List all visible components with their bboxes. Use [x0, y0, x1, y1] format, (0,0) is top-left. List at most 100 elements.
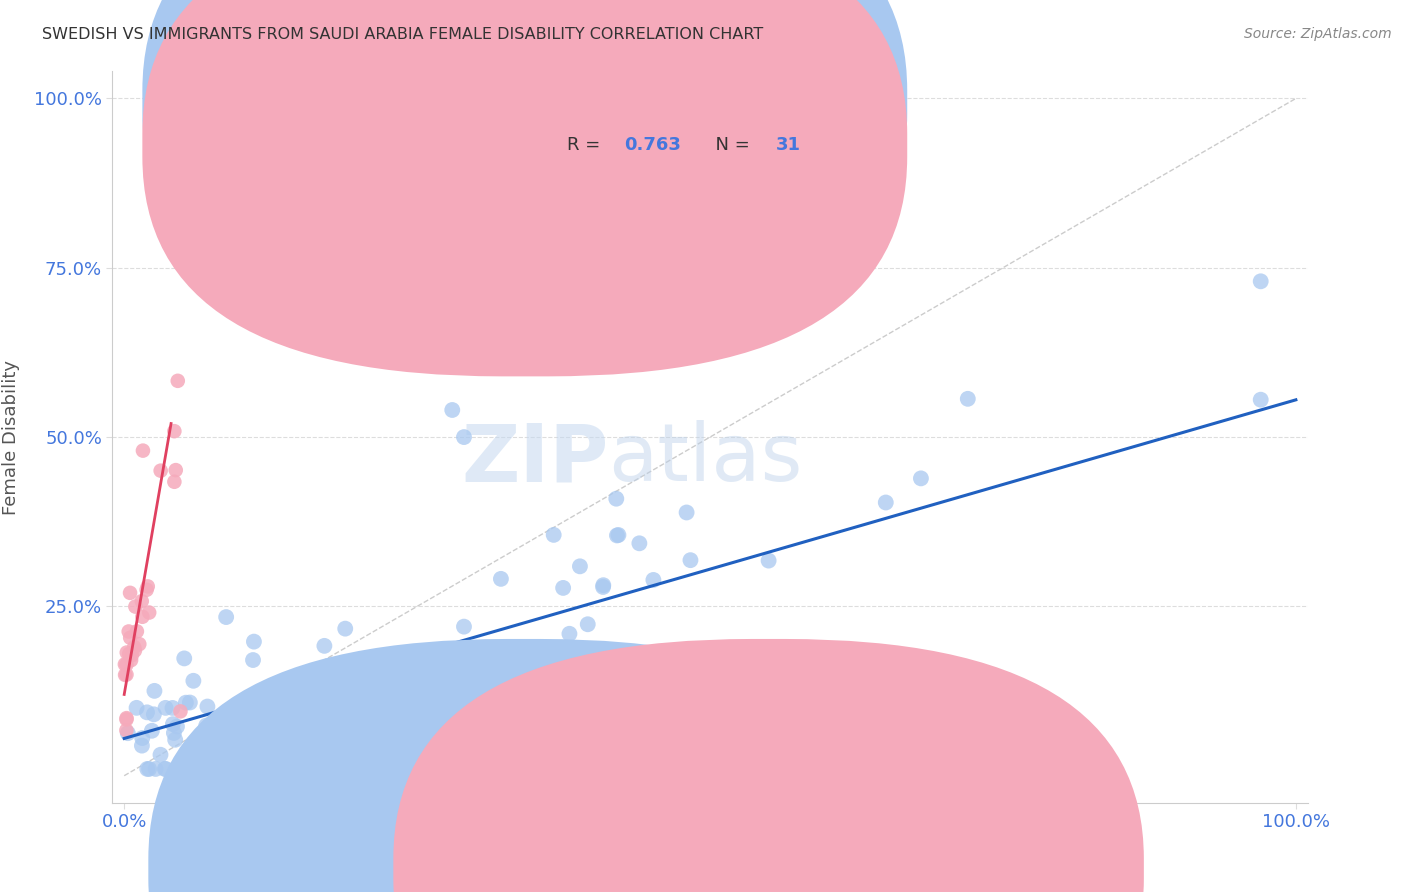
Point [1250, 392, 1272, 407]
Point [153, 762, 176, 776]
Point [453, 430, 475, 444]
Point [173, 651, 195, 665]
Point [392, 672, 415, 686]
Point [489, 572, 512, 586]
Point [249, 714, 271, 729]
Point [576, 617, 599, 632]
Point [215, 733, 238, 747]
Point [441, 403, 464, 417]
Point [183, 673, 205, 688]
Point [291, 762, 314, 776]
Point [373, 681, 395, 695]
Point [162, 717, 184, 731]
Text: 31: 31 [776, 136, 801, 154]
Point [558, 627, 581, 641]
Point [568, 559, 591, 574]
Text: R =: R = [567, 93, 606, 112]
Point [125, 624, 148, 639]
Point [155, 762, 177, 776]
Point [142, 707, 165, 722]
Point [758, 553, 780, 567]
Point [143, 684, 166, 698]
Point [136, 579, 159, 593]
Point [131, 609, 153, 624]
Point [115, 667, 138, 681]
Point [166, 720, 188, 734]
Point [592, 704, 614, 718]
Point [131, 594, 153, 608]
Text: Source: ZipAtlas.com: Source: ZipAtlas.com [1244, 27, 1392, 41]
Point [136, 706, 159, 720]
Point [128, 637, 150, 651]
Point [592, 578, 614, 592]
Point [124, 643, 146, 657]
Text: R =: R = [567, 136, 606, 154]
Point [235, 759, 257, 773]
Point [643, 573, 665, 587]
Point [176, 762, 198, 776]
Point [225, 714, 247, 729]
Text: N =: N = [704, 93, 755, 112]
Point [565, 645, 588, 659]
Point [875, 105, 897, 120]
Point [195, 718, 218, 732]
Point [120, 631, 142, 645]
Point [166, 761, 188, 775]
Text: atlas: atlas [609, 420, 803, 498]
Point [115, 711, 138, 725]
Point [141, 723, 163, 738]
Point [188, 743, 211, 757]
Point [149, 464, 172, 478]
Point [166, 374, 188, 388]
Point [543, 528, 565, 542]
Point [354, 731, 377, 746]
Point [162, 701, 184, 715]
Point [115, 713, 138, 727]
Point [179, 696, 201, 710]
Point [910, 471, 932, 485]
Point [956, 392, 979, 406]
Point [163, 726, 186, 740]
Point [163, 424, 186, 438]
Point [145, 762, 167, 776]
Text: ZIP: ZIP [461, 420, 609, 498]
Point [118, 624, 141, 639]
Text: N =: N = [704, 136, 755, 154]
Point [314, 639, 336, 653]
Text: 93: 93 [776, 93, 801, 112]
FancyBboxPatch shape [394, 639, 1144, 892]
Point [149, 747, 172, 762]
Point [132, 443, 155, 458]
Point [270, 740, 292, 755]
Point [242, 653, 264, 667]
FancyBboxPatch shape [142, 0, 907, 376]
Text: SWEDISH VS IMMIGRANTS FROM SAUDI ARABIA FEMALE DISABILITY CORRELATION CHART: SWEDISH VS IMMIGRANTS FROM SAUDI ARABIA … [42, 27, 763, 42]
Point [211, 762, 233, 776]
Point [675, 506, 697, 520]
Text: Immigrants from Saudi Arabia: Immigrants from Saudi Arabia [800, 860, 1071, 878]
Point [138, 606, 160, 620]
Point [420, 704, 443, 718]
Point [115, 723, 138, 738]
Point [207, 717, 229, 731]
Point [243, 634, 266, 648]
Point [1250, 274, 1272, 288]
Point [131, 739, 153, 753]
Point [124, 599, 146, 614]
Point [398, 666, 420, 681]
Point [875, 495, 897, 509]
Point [606, 528, 628, 542]
Point [592, 580, 614, 594]
Point [531, 657, 554, 672]
Point [628, 536, 651, 550]
Point [274, 686, 297, 700]
Point [284, 701, 307, 715]
Point [131, 731, 153, 745]
Point [117, 726, 139, 740]
Point [278, 698, 301, 713]
Point [335, 622, 357, 636]
Point [221, 709, 243, 723]
Point [271, 686, 294, 700]
Point [115, 657, 138, 672]
Point [136, 762, 159, 776]
